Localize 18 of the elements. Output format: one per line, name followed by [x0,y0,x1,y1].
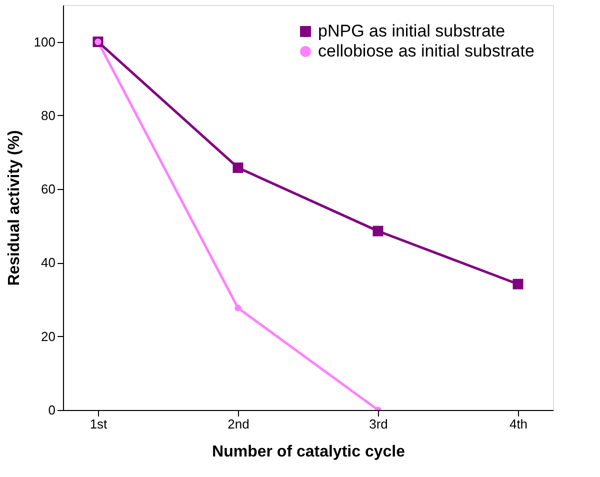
y-tick-label: 80 [41,108,56,123]
point [372,226,384,236]
y-tick-label: 40 [41,255,56,270]
x-tick-label: 4th [509,416,528,432]
point [512,278,524,290]
x-tick-label: 1st [90,416,108,432]
y-tick-label: 60 [41,182,56,197]
point [232,162,244,173]
y-tick-label: 20 [41,328,56,344]
legend-label: cellobiose as initial substrate [318,42,534,60]
legend-label: pNPG as initial substrate [318,22,506,40]
x-tick-label: 3rd [369,416,388,432]
x-tick-label: 2nd [228,416,250,432]
y-tick-label: 0 [48,402,56,418]
x-axis-title: Number of catalytic cycle [212,444,406,460]
y-tick-label: 100 [34,34,56,50]
point [234,304,242,312]
y-axis-title: Residual activity (%) [6,130,23,286]
